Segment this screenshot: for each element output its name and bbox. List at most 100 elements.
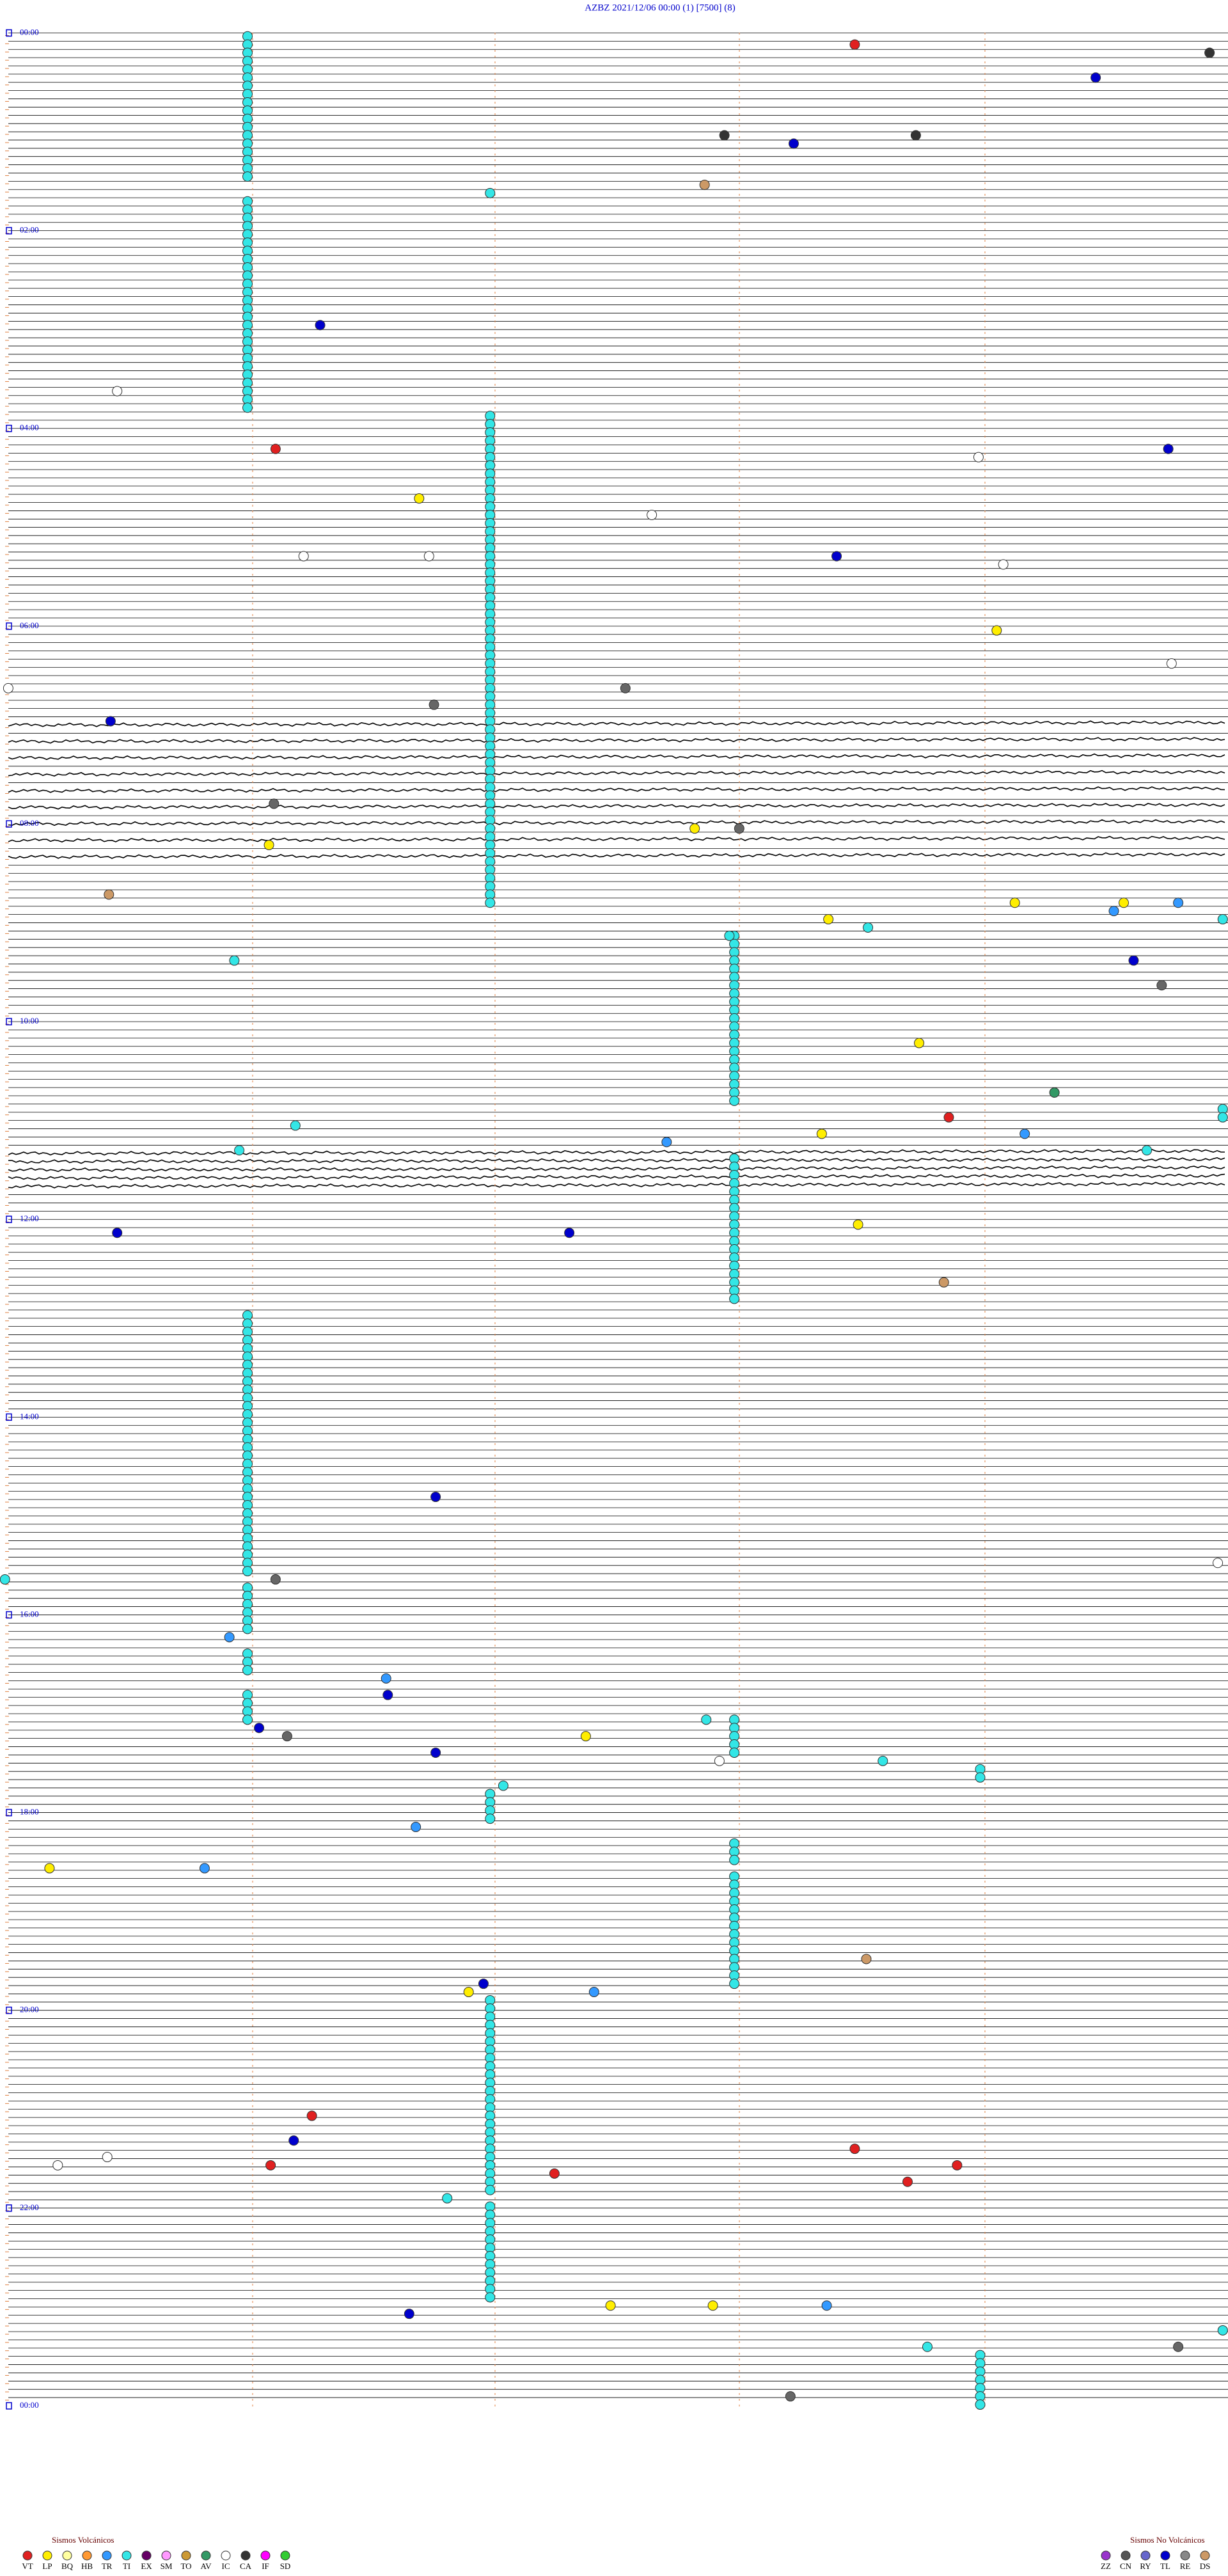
- legend-code: DS: [1200, 2561, 1211, 2571]
- event: [381, 1673, 391, 1684]
- legend-swatch: [260, 2550, 271, 2561]
- event: [430, 1747, 441, 1758]
- event: [998, 559, 1009, 570]
- event: [849, 39, 860, 50]
- event: [952, 2160, 963, 2170]
- event: [1049, 1087, 1060, 1098]
- trace: [8, 1148, 1225, 1156]
- legend-swatch: [1200, 2550, 1210, 2561]
- event: [1156, 980, 1167, 991]
- trace: [8, 852, 1225, 859]
- legend-code: RE: [1180, 2561, 1191, 2571]
- event: [1173, 897, 1184, 908]
- legend-swatch: [1180, 2550, 1190, 2561]
- event: [0, 1574, 10, 1585]
- event: [485, 2292, 496, 2303]
- event: [714, 1755, 725, 1766]
- event: [281, 1731, 292, 1742]
- event: [853, 1219, 863, 1230]
- event: [1204, 47, 1215, 58]
- trace: [8, 1181, 1225, 1189]
- trace: [8, 1173, 1225, 1180]
- event: [943, 1112, 954, 1123]
- event: [564, 1228, 575, 1238]
- event: [264, 839, 274, 850]
- event: [315, 320, 326, 331]
- event: [1090, 72, 1101, 83]
- legend-swatch: [181, 2550, 191, 2561]
- event: [1108, 906, 1119, 917]
- event: [878, 1755, 888, 1766]
- legend-code: TL: [1160, 2561, 1170, 2571]
- legend-code: SM: [161, 2561, 173, 2571]
- legend-swatch: [1121, 2550, 1131, 2561]
- event: [1166, 658, 1177, 669]
- event: [224, 1632, 235, 1643]
- event: [788, 138, 799, 149]
- event: [430, 1492, 441, 1503]
- hour-bracket: [6, 1808, 12, 1817]
- hour-bracket: [6, 1018, 12, 1025]
- hour-label: 14:00: [20, 1411, 39, 1421]
- event: [1213, 1558, 1224, 1569]
- event: [707, 2300, 718, 2311]
- event: [701, 1714, 712, 1725]
- event: [729, 1854, 740, 1865]
- legend-swatch: [102, 2550, 112, 2561]
- event: [270, 443, 281, 454]
- legend-code: BQ: [61, 2561, 74, 2571]
- legend-code: TI: [123, 2561, 130, 2571]
- legend-code: HB: [81, 2561, 93, 2571]
- legend-swatch: [1101, 2550, 1111, 2561]
- hour-label: 18:00: [20, 1807, 39, 1817]
- legend-code: CN: [1120, 2561, 1132, 2571]
- legend-swatch: [62, 2550, 72, 2561]
- event: [411, 1822, 421, 1833]
- event: [729, 1979, 740, 1989]
- event: [605, 2300, 616, 2311]
- legend-swatch: [280, 2550, 290, 2561]
- event: [975, 2399, 986, 2410]
- hour-bracket: [6, 226, 12, 235]
- event: [1217, 914, 1228, 925]
- event: [298, 551, 309, 562]
- trace: [8, 1165, 1225, 1173]
- event: [914, 1038, 925, 1048]
- event: [478, 1979, 489, 1989]
- event: [699, 179, 710, 190]
- hour-bracket: [6, 1611, 12, 1619]
- legend-code: AV: [200, 2561, 212, 2571]
- event: [199, 1863, 210, 1874]
- event: [1019, 1128, 1030, 1139]
- event: [242, 1624, 253, 1634]
- legend-swatch: [141, 2550, 152, 2561]
- event: [1163, 443, 1174, 454]
- hour-bracket: [6, 2402, 12, 2410]
- legend-code: TR: [102, 2561, 113, 2571]
- trace: [8, 786, 1225, 793]
- legend-swatch: [221, 2550, 231, 2561]
- event: [1009, 897, 1020, 908]
- event: [729, 1747, 740, 1758]
- hour-label: 10:00: [20, 1016, 39, 1025]
- trace: [8, 835, 1225, 843]
- event: [1128, 955, 1139, 966]
- event: [1173, 2341, 1184, 2352]
- event: [823, 914, 834, 925]
- hour-label: 04:00: [20, 423, 39, 432]
- event: [831, 551, 842, 562]
- hour-label: 12:00: [20, 1213, 39, 1223]
- legend-code: LP: [42, 2561, 52, 2571]
- legend-code: RY: [1140, 2561, 1151, 2571]
- event: [849, 2144, 860, 2154]
- legend-swatch: [161, 2550, 171, 2561]
- hour-bracket: [6, 29, 12, 37]
- event: [306, 2110, 317, 2121]
- event: [724, 930, 735, 941]
- hour-bracket: [6, 1215, 12, 1223]
- event: [242, 402, 253, 413]
- hour-bracket: [6, 1413, 12, 1421]
- title: AZBZ 2021/12/06 00:00 (1) [7500] (8): [585, 3, 735, 13]
- trace: [8, 736, 1225, 744]
